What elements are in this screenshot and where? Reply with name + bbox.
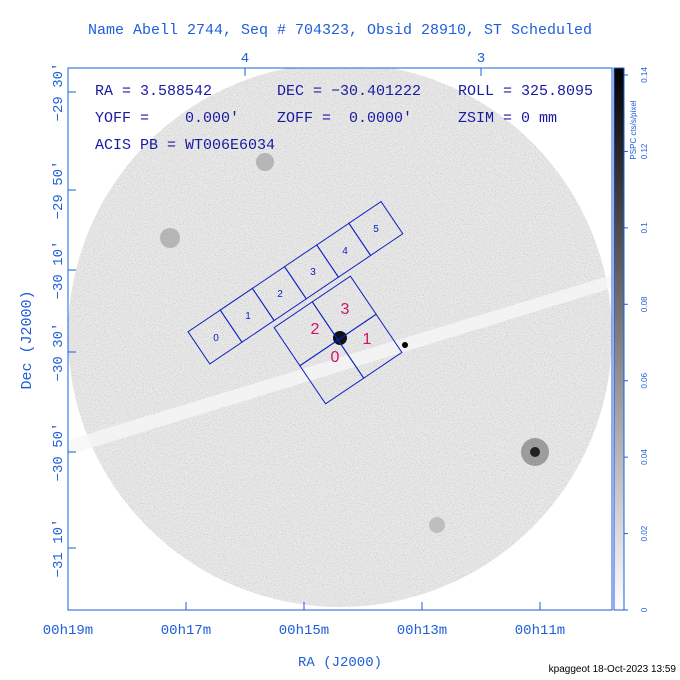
y-axis: −29 30' −29 50' −30 10' −30 30' −30 50' −31 1… [51, 63, 76, 578]
x-tick-label: 00h15m [279, 623, 329, 639]
chip-label: 3 [310, 267, 316, 278]
chip-label: 5 [373, 224, 379, 235]
colorbar-tick-label: 0.14 [640, 67, 649, 83]
colorbar-tick-label: 0.02 [640, 525, 649, 541]
y-tick-label: −29 30' [51, 63, 67, 122]
x-tick-label: 00h19m [43, 623, 93, 639]
info-roll: ROLL = 325.8095 [458, 83, 593, 100]
acis-s-array [187, 200, 404, 365]
y-tick-label: −30 30' [51, 323, 67, 382]
colorbar-tick-label: 0.06 [640, 372, 649, 388]
colorbar-tick-label: 0.08 [640, 296, 649, 312]
footer: kpaggeot 18-Oct-2023 13:59 [549, 664, 677, 675]
x-tick-label: 00h13m [397, 623, 447, 639]
colorbar-tick-label: 0.04 [640, 449, 649, 465]
chip-label: 2 [311, 321, 320, 338]
y-tick-label: −29 50' [51, 161, 67, 220]
info-zsim: ZSIM = 0 mm [458, 110, 557, 127]
colorbar-label: PSPC cts/s/pixel [629, 100, 638, 159]
colorbar-tick-label: 0.12 [640, 143, 649, 159]
chip-label: 2 [277, 289, 283, 300]
x-top-tick-label: 4 [241, 51, 249, 67]
colorbar-tick-label: 0.1 [640, 222, 649, 234]
info-acis: ACIS PB = WT006E6034 [95, 137, 275, 154]
y-tick-label: −30 50' [51, 423, 67, 482]
chip-label: 1 [363, 331, 372, 348]
title: Name Abell 2744, Seq # 704323, Obsid 289… [88, 22, 592, 39]
sky-image [68, 68, 612, 607]
y-tick-label: −31 10' [51, 519, 67, 578]
x-axis: 00h19m 00h17m 00h15m 00h13m 00h11m 4 3 [43, 51, 565, 639]
x-tick-label: 00h11m [515, 623, 565, 639]
plot-frame [67, 67, 613, 611]
chip-label: 0 [331, 349, 340, 366]
colorbar-tick-label: 0 [640, 607, 649, 612]
info-ra: RA = 3.588542 [95, 83, 212, 100]
info-dec: DEC = −30.401222 [277, 83, 421, 100]
acis-i-array [273, 275, 403, 405]
x-tick-label: 00h17m [161, 623, 211, 639]
x-top-tick-label: 3 [477, 51, 485, 67]
chip-label: 3 [341, 301, 350, 318]
y-tick-label: −30 10' [51, 241, 67, 300]
x-axis-label: RA (J2000) [298, 655, 382, 671]
colorbar-axis: 0 0.02 0.04 0.06 0.08 0.1 0.12 0.14 [624, 67, 649, 612]
chip-label: 1 [245, 311, 251, 322]
chip-label: 0 [213, 333, 219, 344]
info-zoff: ZOFF = 0.0000' [277, 110, 412, 127]
info-yoff: YOFF = 0.000' [95, 110, 239, 127]
chip-label: 4 [342, 246, 348, 257]
y-axis-label: Dec (J2000) [19, 290, 36, 389]
colorbar [613, 67, 625, 611]
